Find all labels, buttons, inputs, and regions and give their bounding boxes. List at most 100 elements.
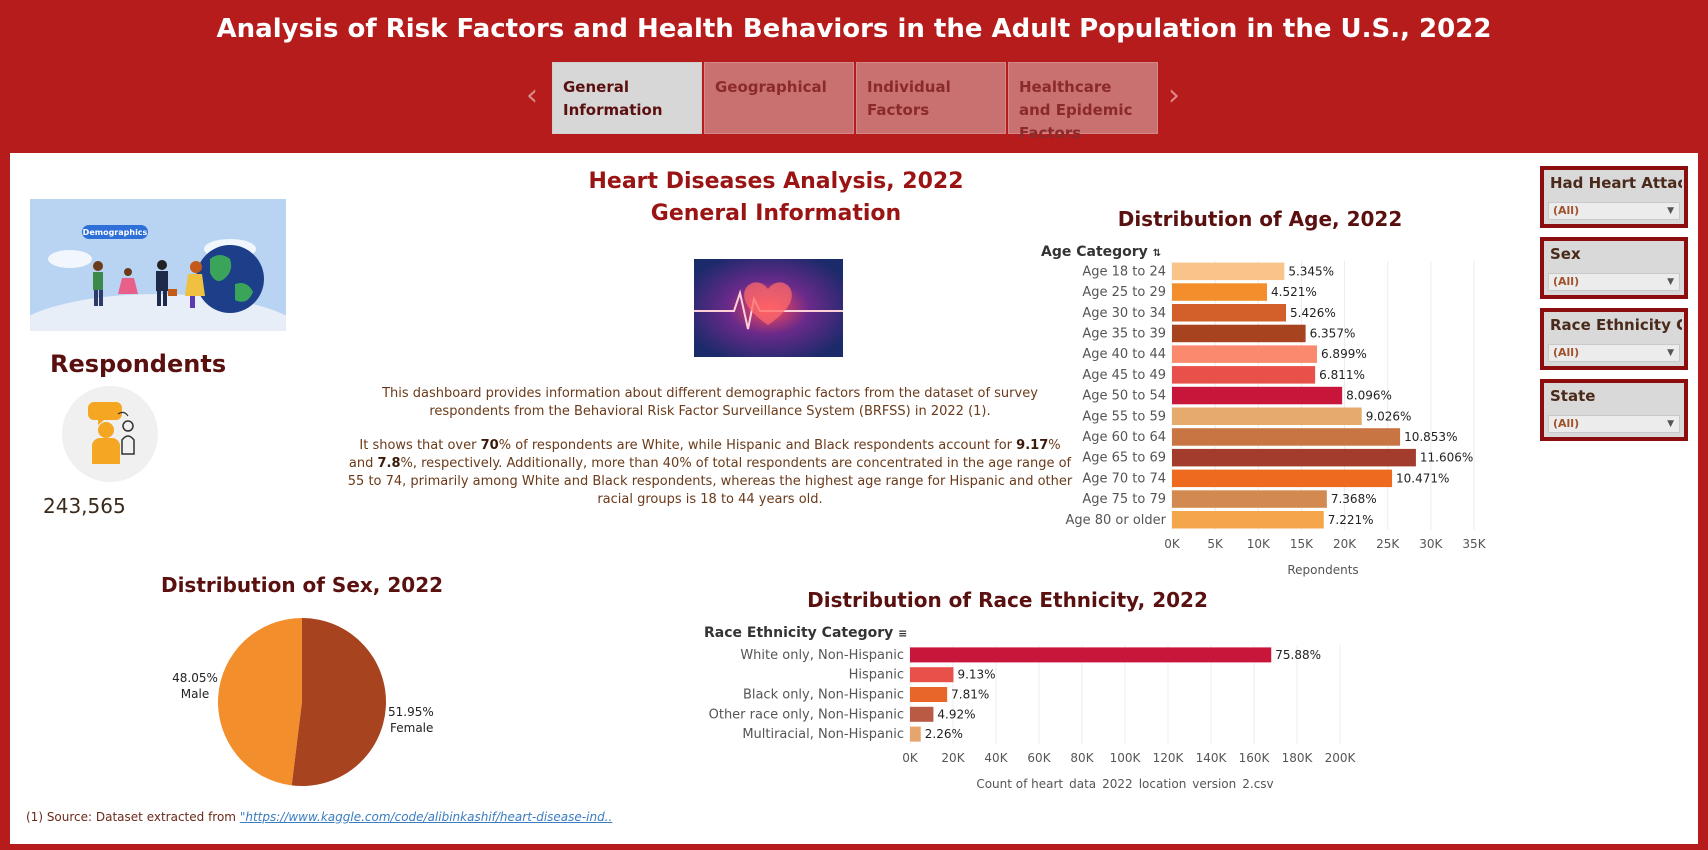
heart-image: [694, 259, 843, 357]
filter-title: State: [1550, 387, 1596, 405]
x-tick-label: 180K: [1282, 751, 1314, 765]
data-label: 9.13%: [957, 668, 995, 682]
data-label: 8.096%: [1346, 389, 1392, 403]
tab-general-information[interactable]: General Information: [552, 62, 702, 134]
bar: [1172, 262, 1285, 281]
tab-bar: General Information Geographical Individ…: [552, 62, 1158, 142]
p2-black-pct: 7.8: [377, 456, 401, 471]
data-label: 11.606%: [1420, 451, 1473, 465]
category-label: Age 60 to 64: [1082, 430, 1166, 445]
tab-next-icon[interactable]: ›: [1168, 78, 1180, 113]
filter-dropdown[interactable]: (All) ▼: [1548, 273, 1680, 291]
data-label: 9.026%: [1366, 409, 1412, 423]
x-tick-label: 40K: [984, 751, 1008, 765]
age-chart-title: Distribution of Age, 2022: [1117, 207, 1403, 231]
description-paragraph-2: It shows that over 70% of respondents ar…: [346, 437, 1074, 509]
p2-text-g: %, respectively. Additionally, more than…: [347, 456, 1073, 507]
category-label: Hispanic: [849, 668, 904, 683]
chevron-down-icon: ▼: [1667, 206, 1674, 216]
data-label: 5.426%: [1290, 306, 1336, 320]
x-tick-label: 0K: [1164, 537, 1181, 551]
respondents-count: 243,565: [43, 494, 126, 518]
tab-geographical[interactable]: Geographical: [704, 62, 854, 134]
x-tick-label: 120K: [1153, 751, 1185, 765]
pie-value-label: 51.95%: [388, 705, 434, 719]
sort-icon[interactable]: ≡: [898, 627, 908, 640]
filter-value: (All): [1553, 417, 1580, 430]
category-label: Age 55 to 59: [1082, 409, 1166, 424]
category-label: Age 45 to 49: [1082, 368, 1166, 383]
bar: [1172, 283, 1268, 301]
category-label: Age 35 to 39: [1082, 326, 1166, 341]
chevron-down-icon: ▼: [1667, 277, 1674, 287]
source-link[interactable]: "https://www.kaggle.com/code/alibinkashi…: [239, 810, 613, 824]
chevron-down-icon: ▼: [1667, 348, 1674, 358]
pie-category-label: Female: [390, 721, 433, 735]
filter-dropdown[interactable]: (All) ▼: [1548, 415, 1680, 433]
filter-title: Race Ethnicity C..: [1550, 316, 1682, 334]
bar: [910, 706, 934, 722]
bar: [1172, 386, 1343, 405]
x-tick-label: 30K: [1419, 537, 1443, 551]
sex-pie-chart: 48.05% Male 51.95% Female: [172, 618, 434, 786]
tab-healthcare-epidemic-factors[interactable]: Healthcare and Epidemic Factors: [1008, 62, 1158, 142]
x-tick-label: 200K: [1325, 751, 1357, 765]
bar: [1172, 469, 1393, 488]
age-bar-chart: 0K 5K 10K 15K 20K 25K 30K 35K Age 18 to 24 5.345%…: [1065, 261, 1487, 577]
demographics-illustration: Demographics: [8, 199, 308, 384]
data-label: 6.811%: [1319, 368, 1365, 382]
category-label: Age 70 to 74: [1082, 471, 1166, 486]
x-axis-label: Repondents: [1287, 563, 1358, 577]
bar: [1172, 345, 1317, 363]
category-label: Black only, Non-Hispanic: [743, 688, 904, 703]
p2-text-c: % of respondents are White, while Hispan…: [498, 438, 1017, 453]
category-label: Age 40 to 44: [1082, 347, 1166, 362]
filter-value: (All): [1553, 275, 1580, 288]
dashboard-header: Analysis of Risk Factors and Health Beha…: [0, 0, 1708, 153]
category-label: Age 18 to 24: [1082, 264, 1166, 279]
page-subtitle: General Information: [650, 201, 902, 226]
bar: [1172, 490, 1327, 508]
x-tick-label: 60K: [1027, 751, 1051, 765]
filter-dropdown[interactable]: (All) ▼: [1548, 344, 1680, 362]
category-label: Age 50 to 54: [1082, 389, 1166, 404]
pie-slice: [291, 618, 387, 786]
race-category-header[interactable]: Race Ethnicity Category ≡: [704, 625, 907, 641]
source-prefix: (1) Source: Dataset extracted from: [26, 810, 236, 824]
x-tick-label: 160K: [1239, 751, 1271, 765]
data-label: 7.368%: [1331, 492, 1377, 506]
chevron-down-icon: ▼: [1667, 419, 1674, 429]
tab-prev-icon[interactable]: ‹: [526, 78, 538, 113]
x-tick-label: 35K: [1462, 537, 1486, 551]
sort-icon[interactable]: ⇅: [1152, 248, 1162, 259]
age-category-header[interactable]: Age Category ⇅: [1041, 244, 1161, 260]
page-title: Heart Diseases Analysis, 2022: [588, 169, 964, 194]
category-label: Age 25 to 29: [1082, 285, 1166, 300]
bar: [1172, 407, 1362, 425]
data-label: 7.81%: [951, 688, 989, 702]
x-axis-label: Count of heart_data_2022_location_versio…: [976, 777, 1273, 790]
filter-value: (All): [1553, 204, 1580, 217]
pie-slice: [218, 618, 302, 786]
x-tick-label: 140K: [1196, 751, 1228, 765]
x-tick-label: 5K: [1207, 537, 1224, 551]
bar: [910, 667, 954, 683]
age-category-header-label: Age Category: [1041, 244, 1148, 260]
category-label: Other race only, Non-Hispanic: [709, 707, 904, 722]
x-tick-label: 0K: [902, 751, 919, 765]
pie-category-label: Male: [181, 687, 209, 701]
filter-dropdown[interactable]: (All) ▼: [1548, 202, 1680, 220]
x-tick-label: 80K: [1070, 751, 1094, 765]
category-label: Age 75 to 79: [1082, 492, 1166, 507]
filter-had-heart-attack: Had Heart Attack (All) ▼: [1540, 166, 1688, 228]
bar: [1172, 304, 1287, 322]
tab-individual-factors[interactable]: Individual Factors: [856, 62, 1006, 134]
filter-race-ethnicity: Race Ethnicity C.. (All) ▼: [1540, 308, 1688, 370]
data-label: 6.357%: [1310, 326, 1356, 340]
p2-white-pct: 70: [480, 438, 499, 453]
data-label: 7.221%: [1328, 513, 1374, 527]
data-label: 10.853%: [1404, 430, 1457, 444]
p2-text-e: % and: [348, 438, 1061, 471]
bar: [1172, 324, 1306, 343]
filter-title: Had Heart Attack: [1550, 174, 1682, 192]
